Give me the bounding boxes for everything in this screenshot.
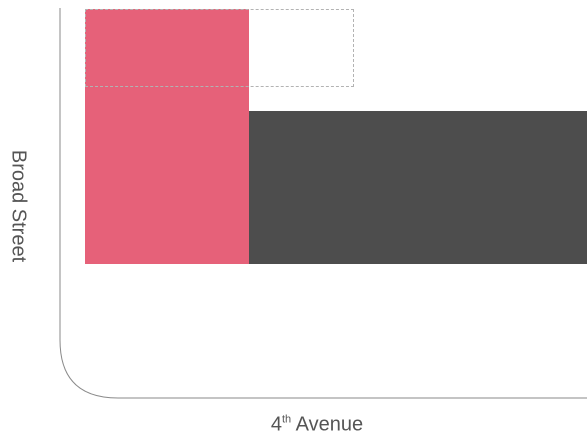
avenue-name: Avenue (291, 413, 364, 436)
avenue-number: 4 (270, 413, 282, 436)
dashed-planned-outline (85, 9, 354, 87)
avenue-ordinal-suffix: th (282, 413, 292, 426)
fourth-avenue-label: 4th Avenue (271, 414, 363, 437)
pink-building-block (85, 9, 249, 264)
broad-street-label: Broad Street (7, 149, 30, 263)
dark-building-block (249, 111, 587, 264)
